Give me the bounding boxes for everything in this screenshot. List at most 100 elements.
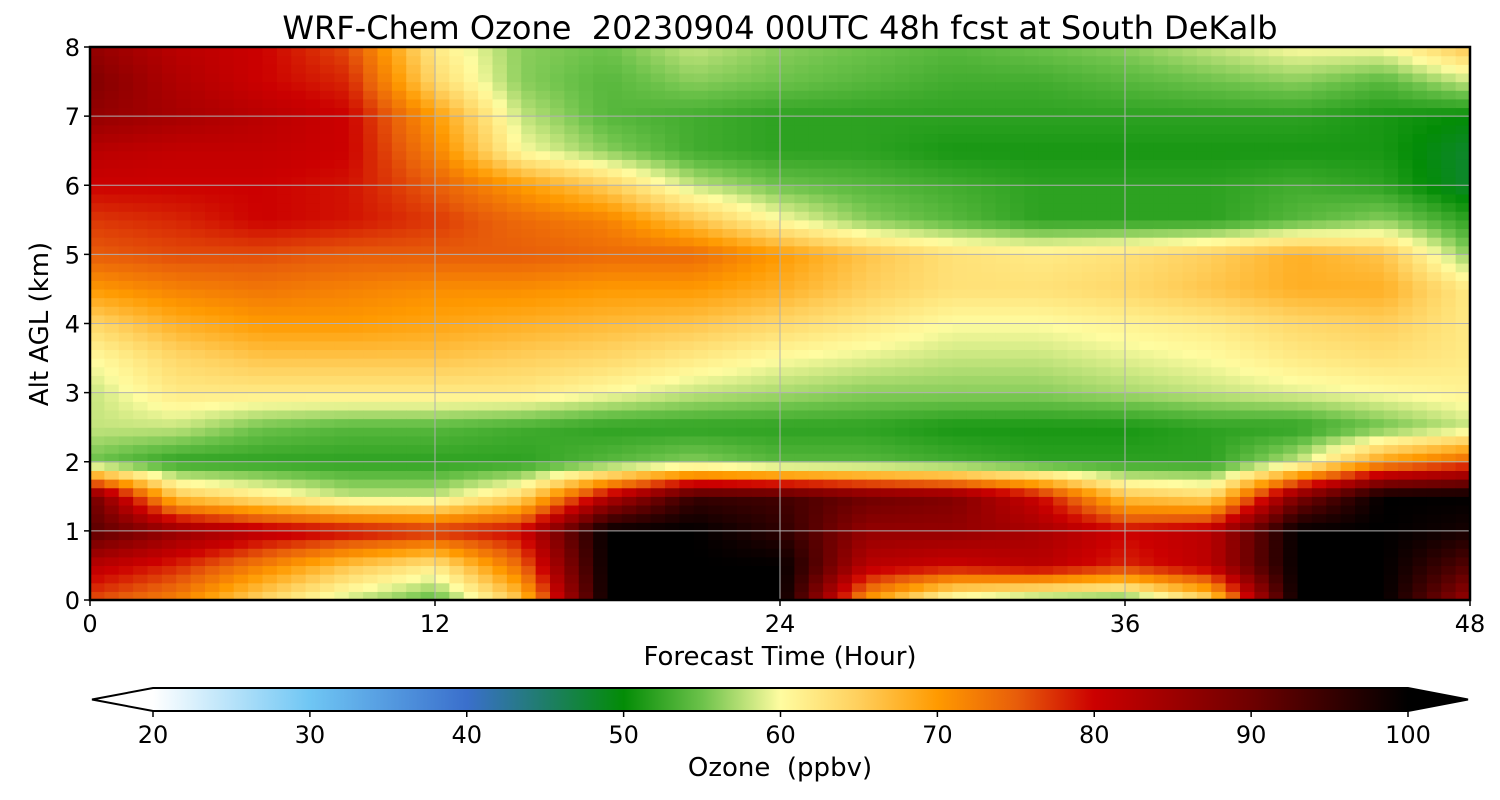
heatmap-cell: [377, 582, 393, 592]
heatmap-cell: [1153, 522, 1169, 532]
heatmap-cell: [780, 90, 795, 100]
heatmap-cell: [952, 47, 968, 57]
heatmap-cell: [1125, 504, 1140, 515]
heatmap-cell: [607, 245, 623, 255]
heatmap-cell: [851, 107, 867, 117]
heatmap-cell: [320, 81, 335, 91]
heatmap-cell: [751, 98, 767, 109]
heatmap-cell: [478, 591, 494, 600]
heatmap-cell: [823, 504, 839, 515]
heatmap-cell: [147, 176, 163, 186]
heatmap-cell: [636, 176, 652, 186]
heatmap-cell: [880, 383, 896, 394]
heatmap-cell: [665, 574, 680, 584]
heatmap-cell: [765, 297, 781, 307]
heatmap-cell: [1038, 211, 1054, 221]
heatmap-cell: [449, 340, 465, 351]
heatmap-cell: [665, 487, 680, 497]
heatmap-cell: [679, 427, 695, 437]
heatmap-cell: [909, 150, 925, 160]
heatmap-cell: [377, 55, 393, 65]
heatmap-cell: [276, 332, 292, 342]
heatmap-cell: [665, 332, 680, 342]
heatmap-cell: [147, 98, 163, 109]
heatmap-cell: [291, 565, 307, 575]
heatmap-cell: [248, 98, 264, 109]
heatmap-cell: [1110, 202, 1126, 212]
heatmap-cell: [981, 358, 997, 368]
heatmap-cell: [1125, 530, 1140, 541]
heatmap-cell: [219, 263, 235, 273]
heatmap-cell: [118, 150, 134, 160]
heatmap-cell: [391, 72, 407, 83]
heatmap-cell: [550, 470, 565, 480]
heatmap-cell: [1010, 383, 1025, 394]
heatmap-cell: [938, 427, 954, 437]
heatmap-cell: [161, 496, 177, 506]
heatmap-cell: [923, 98, 939, 109]
heatmap-cell: [794, 55, 810, 65]
heatmap-cell: [104, 427, 120, 437]
heatmap-cell: [1038, 297, 1054, 307]
heatmap-cell: [981, 582, 997, 592]
heatmap-cell: [1038, 116, 1054, 126]
heatmap-cell: [161, 366, 177, 376]
heatmap-cell: [736, 340, 752, 351]
heatmap-cell: [665, 504, 680, 515]
heatmap-cell: [780, 358, 795, 368]
heatmap-cell: [1153, 159, 1169, 169]
heatmap-cell: [276, 530, 292, 541]
heatmap-cell: [334, 193, 350, 204]
heatmap-cell: [118, 314, 134, 325]
heatmap-cell: [1038, 124, 1054, 135]
heatmap-cell: [722, 271, 738, 281]
heatmap-cell: [1153, 211, 1169, 221]
heatmap-cell: [880, 263, 896, 273]
heatmap-cell: [521, 202, 537, 212]
heatmap-cell: [104, 504, 120, 515]
heatmap-cell: [305, 323, 321, 333]
heatmap-cell: [233, 504, 249, 515]
heatmap-cell: [578, 64, 594, 74]
heatmap-cell: [1139, 582, 1155, 592]
heatmap-cell: [1081, 288, 1097, 299]
heatmap-cell: [420, 470, 436, 480]
heatmap-cell: [190, 383, 206, 394]
heatmap-cell: [880, 254, 896, 264]
heatmap-cell: [348, 548, 364, 558]
heatmap-cell: [391, 358, 407, 368]
heatmap-cell: [621, 219, 637, 230]
heatmap-cell: [449, 444, 465, 454]
heatmap-cell: [449, 591, 465, 600]
heatmap-cell: [1110, 548, 1126, 558]
heatmap-cell: [535, 332, 551, 342]
heatmap-cell: [851, 263, 867, 273]
heatmap-cell: [1182, 530, 1198, 541]
heatmap-cell: [1182, 375, 1198, 385]
heatmap-cell: [1125, 228, 1140, 238]
heatmap-cell: [1096, 565, 1112, 575]
heatmap-cell: [1096, 81, 1112, 91]
heatmap-cell: [262, 150, 278, 160]
heatmap-cell: [334, 582, 350, 592]
heatmap-cell: [736, 375, 752, 385]
heatmap-cell: [621, 211, 637, 221]
heatmap-cell: [363, 314, 379, 325]
heatmap-cell: [420, 297, 436, 307]
heatmap-cell: [866, 383, 882, 394]
heatmap-cell: [492, 288, 508, 299]
heatmap-cell: [118, 263, 134, 273]
heatmap-cell: [506, 280, 522, 290]
heatmap-cell: [176, 548, 192, 558]
heatmap-cell: [377, 504, 393, 515]
heatmap-cell: [1067, 366, 1083, 376]
heatmap-cell: [276, 513, 292, 523]
heatmap-cell: [478, 133, 494, 143]
heatmap-cell: [478, 435, 494, 446]
heatmap-cell: [233, 574, 249, 584]
heatmap-cell: [1081, 470, 1097, 480]
heatmap-cell: [391, 81, 407, 91]
heatmap-cell: [435, 401, 450, 411]
heatmap-cell: [564, 228, 580, 238]
heatmap-cell: [219, 237, 235, 247]
